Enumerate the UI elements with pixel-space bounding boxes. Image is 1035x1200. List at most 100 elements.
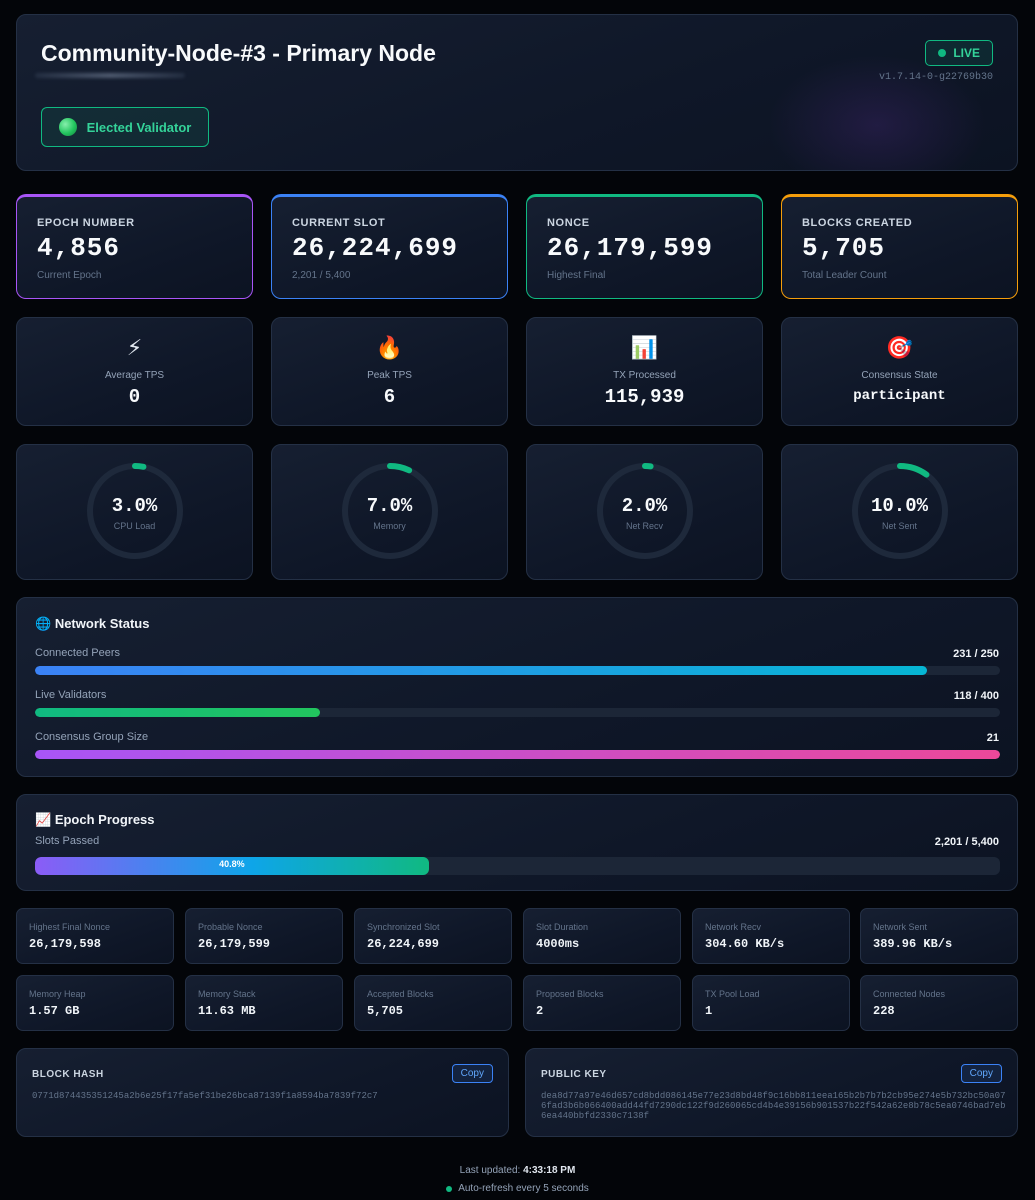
auto-refresh-status: Auto-refresh every 5 seconds <box>0 1183 1035 1194</box>
epoch-progress-title: 📈 Epoch Progress <box>35 812 155 828</box>
gauge-label: Memory <box>373 521 406 531</box>
slots-passed-value: 2,201 / 5,400 <box>934 836 999 848</box>
connected-peers-value: 231 / 250 <box>953 648 999 660</box>
metric-card-tx-processed: 📊 TX Processed 115,939 <box>526 317 763 426</box>
bar-chart-icon: 📊 <box>630 335 659 360</box>
info-value: 5,705 <box>367 1004 404 1018</box>
block-hash-card: BLOCK HASH Copy 0771d874435351245a2b6e25… <box>16 1048 509 1137</box>
stat-card-epoch: EPOCH NUMBER 4,856 Current Epoch <box>16 194 253 299</box>
info-value: 26,179,599 <box>198 937 271 951</box>
network-status-title: 🌐 Network Status <box>35 616 149 632</box>
info-label: Highest Final Nonce <box>29 922 111 932</box>
consensus-group-fill <box>35 750 1000 759</box>
live-status-badge: LIVE <box>925 40 993 66</box>
info-card: Connected Nodes 228 <box>860 975 1018 1031</box>
info-card: Proposed Blocks 2 <box>523 975 681 1031</box>
info-value: 4000ms <box>536 937 580 951</box>
info-card: TX Pool Load 1 <box>692 975 850 1031</box>
copy-block-hash-button[interactable]: Copy <box>451 1064 493 1083</box>
info-card: Probable Nonce 26,179,599 <box>185 908 343 964</box>
stat-value: 26,179,599 <box>547 233 714 263</box>
gauge-label: CPU Load <box>113 521 156 531</box>
stat-label: EPOCH NUMBER <box>37 217 135 229</box>
info-value: 1.57 GB <box>29 1004 80 1018</box>
network-status-label: Network Status <box>54 616 150 631</box>
gauge-arc <box>342 463 438 559</box>
info-label: Probable Nonce <box>198 922 263 932</box>
info-value: 26,179,598 <box>29 937 102 951</box>
lightning-icon: ⚡ <box>126 335 143 360</box>
info-label: Accepted Blocks <box>367 989 434 999</box>
info-value: 389.96 KB/s <box>873 937 953 951</box>
stat-value: 26,224,699 <box>292 233 459 263</box>
stat-label: NONCE <box>547 217 590 229</box>
stat-sub: Current Epoch <box>37 270 102 281</box>
metric-label: Consensus State <box>861 370 938 381</box>
refresh-dot-icon <box>446 1185 453 1192</box>
version-label: v1.7.14-0-g22769b30 <box>878 72 993 83</box>
trend-chart-icon: 📈 <box>35 812 52 827</box>
info-label: Connected Nodes <box>873 989 946 999</box>
slots-passed-label: Slots Passed <box>35 835 100 847</box>
info-value: 304.60 KB/s <box>705 937 785 951</box>
info-card: Network Recv 304.60 KB/s <box>692 908 850 964</box>
info-card: Slot Duration 4000ms <box>523 908 681 964</box>
gauge-card-net-sent: 10.0% Net Sent <box>781 444 1018 580</box>
gauge-card-net-recv: 2.0% Net Recv <box>526 444 763 580</box>
stat-sub: Total Leader Count <box>802 270 887 281</box>
gauge-ring <box>87 463 183 559</box>
info-label: Network Recv <box>705 922 762 932</box>
gauge-arc <box>87 463 183 559</box>
gauge-label: Net Sent <box>881 521 918 531</box>
gauge-card-cpu: 3.0% CPU Load <box>16 444 253 580</box>
node-header: Community-Node-#3 - Primary Node LIVE v1… <box>16 14 1018 171</box>
metric-value: 6 <box>383 386 396 408</box>
connected-peers-fill <box>35 666 927 675</box>
metric-card-consensus-state: 🎯 Consensus State participant <box>781 317 1018 426</box>
info-card: Memory Stack 11.63 MB <box>185 975 343 1031</box>
last-updated-time: 4:33:18 PM <box>523 1165 576 1176</box>
gauge-value: 3.0% <box>111 495 158 517</box>
stat-value: 4,856 <box>37 233 121 263</box>
green-circle-icon <box>58 118 77 136</box>
live-validators-label: Live Validators <box>35 689 107 701</box>
connected-peers-label: Connected Peers <box>35 647 120 659</box>
stat-label: BLOCKS CREATED <box>802 217 913 229</box>
auto-refresh-label: Auto-refresh every 5 seconds <box>458 1183 589 1194</box>
stat-card-blocks: BLOCKS CREATED 5,705 Total Leader Count <box>781 194 1018 299</box>
info-label: Slot Duration <box>536 922 589 932</box>
node-title: Community-Node-#3 - Primary Node <box>41 40 436 66</box>
public-key-card: PUBLIC KEY Copy dea8d77a97e46d657cd8bdd0… <box>525 1048 1018 1137</box>
info-card: Highest Final Nonce 26,179,598 <box>16 908 174 964</box>
stat-sub: 2,201 / 5,400 <box>292 270 351 281</box>
block-hash-label: BLOCK HASH <box>32 1069 104 1080</box>
metric-value: 115,939 <box>604 386 685 408</box>
metric-value: 0 <box>128 386 141 408</box>
gauge-arc <box>852 463 948 559</box>
info-card: Accepted Blocks 5,705 <box>354 975 512 1031</box>
stat-sub: Highest Final <box>547 270 606 281</box>
header-glow <box>767 55 987 170</box>
info-label: TX Pool Load <box>705 989 760 999</box>
stat-card-nonce: NONCE 26,179,599 Highest Final <box>526 194 763 299</box>
info-card: Memory Heap 1.57 GB <box>16 975 174 1031</box>
copy-public-key-button[interactable]: Copy <box>960 1064 1002 1083</box>
gauge-card-memory: 7.0% Memory <box>271 444 508 580</box>
epoch-progress-bar: 40.8% <box>35 857 1000 875</box>
consensus-group-label: Consensus Group Size <box>35 731 149 743</box>
live-validators-bar <box>35 708 1000 717</box>
metric-label: Peak TPS <box>367 370 412 381</box>
stat-value: 5,705 <box>802 233 886 263</box>
info-value: 1 <box>705 1004 713 1018</box>
info-value: 11.63 MB <box>198 1004 256 1018</box>
live-status-label: LIVE <box>953 46 980 60</box>
public-key-value: dea8d77a97e46d657cd8bdd086145e77e23d8bd4… <box>541 1091 1006 1121</box>
gauge-value: 2.0% <box>621 495 668 517</box>
info-value: 26,224,699 <box>367 937 440 951</box>
last-updated: Last updated: 4:33:18 PM <box>0 1165 1035 1176</box>
info-value: 228 <box>873 1004 895 1018</box>
consensus-group-value: 21 <box>986 732 999 744</box>
gauge-arc <box>597 463 693 559</box>
info-label: Synchronized Slot <box>367 922 440 932</box>
validator-label: Elected Validator <box>86 119 192 135</box>
